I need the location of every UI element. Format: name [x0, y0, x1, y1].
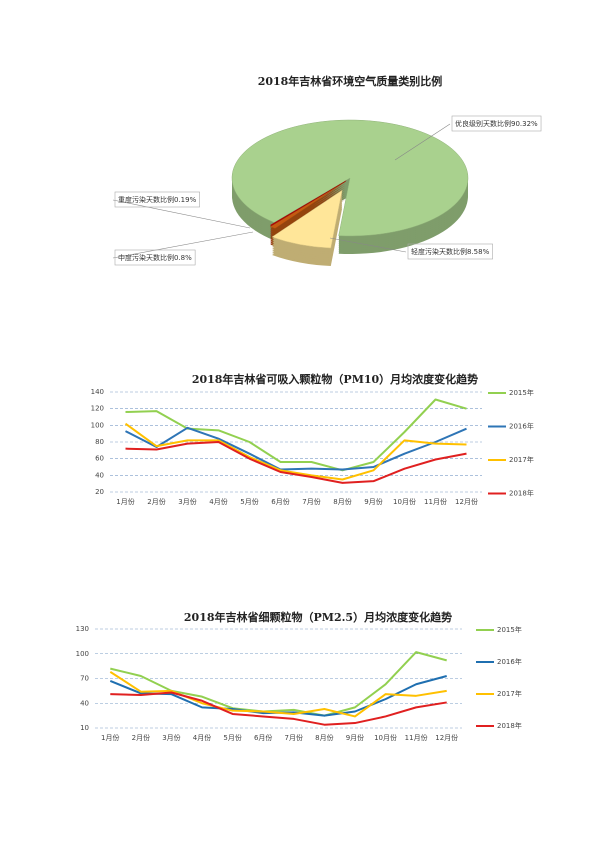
x-tick-label: 8月份 [315, 733, 333, 742]
leader-line [394, 123, 451, 161]
pie-slice [271, 189, 343, 249]
legend-label: 2016年 [509, 422, 534, 431]
category-label: 重度污染天数比例 [118, 195, 174, 204]
y-tick-label: 120 [91, 405, 104, 413]
series-line [110, 691, 447, 726]
label-box [114, 191, 200, 208]
series-line [125, 441, 467, 484]
series-line [124, 422, 467, 481]
x-tick-label: 7月份 [285, 733, 303, 742]
pie-label: 中度污染天数比例0.8% [118, 253, 192, 262]
pie-label: 优良级别天数比例90.32% [455, 119, 538, 128]
legend-label: 2016年 [497, 657, 522, 666]
y-tick-label: 70 [80, 675, 89, 683]
x-tick-label: 4月份 [209, 497, 227, 506]
y-tick-label: 80 [95, 438, 104, 446]
legend-label: 2017年 [509, 455, 534, 464]
category-label: 中度污染天数比例 [118, 253, 174, 262]
leader-line [112, 199, 251, 229]
legend-label: 2015年 [509, 388, 534, 397]
x-tick-label: 3月份 [162, 733, 180, 742]
series-line [109, 671, 447, 718]
x-tick-label: 11月份 [424, 497, 447, 506]
category-label: 优良级别天数比例 [455, 119, 511, 128]
value-label: 8.58% [467, 248, 490, 256]
label-box [114, 249, 196, 266]
chart-title: 2018年吉林省细颗粒物（PM2.5）月均浓度变化趋势 [184, 610, 452, 624]
y-tick-label: 140 [91, 388, 104, 396]
value-label: 0.8% [174, 254, 192, 262]
legend-label: 2018年 [497, 721, 522, 730]
pie-slice [269, 180, 347, 226]
chart-title: 2018年吉林省可吸入颗粒物（PM10）月均浓度变化趋势 [192, 372, 478, 386]
x-tick-label: 7月份 [302, 497, 320, 506]
x-tick-label: 5月份 [240, 497, 258, 506]
x-tick-label: 6月份 [254, 733, 272, 742]
value-label: 0.19% [174, 196, 197, 204]
x-tick-label: 2月份 [147, 497, 165, 506]
pie-label: 轻度污染天数比例8.58% [411, 247, 490, 256]
series-line [110, 651, 447, 717]
y-tick-label: 20 [95, 488, 104, 496]
legend-label: 2015年 [497, 625, 522, 634]
x-tick-label: 1月份 [116, 497, 134, 506]
label-box [451, 115, 542, 132]
x-tick-label: 10月份 [393, 497, 416, 506]
y-tick-label: 100 [91, 421, 104, 429]
x-tick-label: 8月份 [333, 497, 351, 506]
leader-line [112, 231, 254, 259]
x-tick-label: 9月份 [346, 733, 364, 742]
y-tick-label: 130 [76, 625, 89, 633]
pie-label: 重度污染天数比例0.19% [118, 195, 197, 204]
value-label: 90.32% [511, 120, 538, 128]
leader-line [329, 237, 407, 253]
y-tick-label: 40 [80, 699, 89, 707]
x-tick-label: 5月份 [223, 733, 241, 742]
legend-label: 2017年 [497, 689, 522, 698]
pie-slice [269, 181, 346, 229]
chart-title: 2018年吉林省环境空气质量类别比例 [258, 74, 443, 88]
x-tick-label: 12月份 [455, 497, 478, 506]
y-tick-label: 10 [80, 724, 89, 732]
x-tick-label: 12月份 [435, 733, 458, 742]
x-tick-label: 4月份 [193, 733, 211, 742]
category-label: 轻度污染天数比例 [411, 247, 467, 256]
series-line [125, 398, 467, 472]
label-box [407, 243, 493, 260]
y-tick-label: 40 [95, 471, 104, 479]
x-tick-label: 9月份 [364, 497, 382, 506]
y-tick-label: 60 [95, 455, 104, 463]
x-tick-label: 2月份 [132, 733, 150, 742]
pie-slice [231, 119, 469, 237]
x-tick-label: 11月份 [405, 733, 428, 742]
x-tick-label: 6月份 [271, 497, 289, 506]
series-line [125, 426, 467, 471]
y-tick-label: 100 [76, 650, 89, 658]
x-tick-label: 3月份 [178, 497, 196, 506]
x-tick-label: 1月份 [101, 733, 119, 742]
x-tick-label: 10月份 [374, 733, 397, 742]
legend-label: 2018年 [509, 489, 534, 498]
